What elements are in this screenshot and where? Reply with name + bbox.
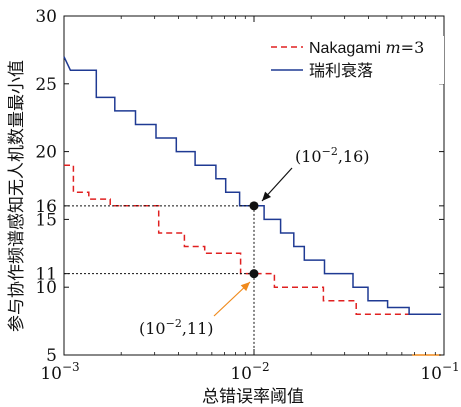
y-tick-label: 5 <box>46 346 57 366</box>
series-line-0 <box>64 164 412 316</box>
annotation-point <box>249 201 259 211</box>
annotation-layer: (10−2,16) (10−2,11) <box>64 145 370 355</box>
annotation-label: (10−2,16) <box>295 145 370 166</box>
y-tick-label: 10 <box>35 278 57 298</box>
legend-box <box>262 36 444 84</box>
legend-label-nakagami-prefix: Nakagami <box>309 40 385 57</box>
annotation-label: (10−2,11) <box>139 317 214 338</box>
y-tick-label: 30 <box>35 7 57 27</box>
y-axis-label: 参与协作频谱感知无人机数量最小值 <box>7 60 27 332</box>
y-tick-label: 25 <box>35 75 57 95</box>
legend: Nakagami m=3 瑞利衰落 <box>262 36 444 84</box>
y-tick-label: 16 <box>35 197 57 217</box>
y-tick-label: 15 <box>35 210 57 230</box>
x-tick-label: 10−1 <box>420 360 459 384</box>
y-tick-label: 20 <box>35 143 57 163</box>
x-axis-label: 总错误率阈值 <box>202 387 304 407</box>
legend-label-nakagami: Nakagami m=3 <box>309 38 424 57</box>
legend-label-nakagami-m: m <box>385 38 400 57</box>
x-tick-label: 10−3 <box>40 360 79 384</box>
annotation-arrow-head <box>240 282 250 292</box>
legend-label-rayleigh: 瑞利衰落 <box>309 61 373 80</box>
y-tick-label: 11 <box>35 265 57 285</box>
annotation-point <box>249 269 259 279</box>
annotation-arrow-head <box>262 191 272 201</box>
x-tick-label: 10−2 <box>230 360 269 384</box>
legend-label-nakagami-suffix: =3 <box>401 38 425 57</box>
